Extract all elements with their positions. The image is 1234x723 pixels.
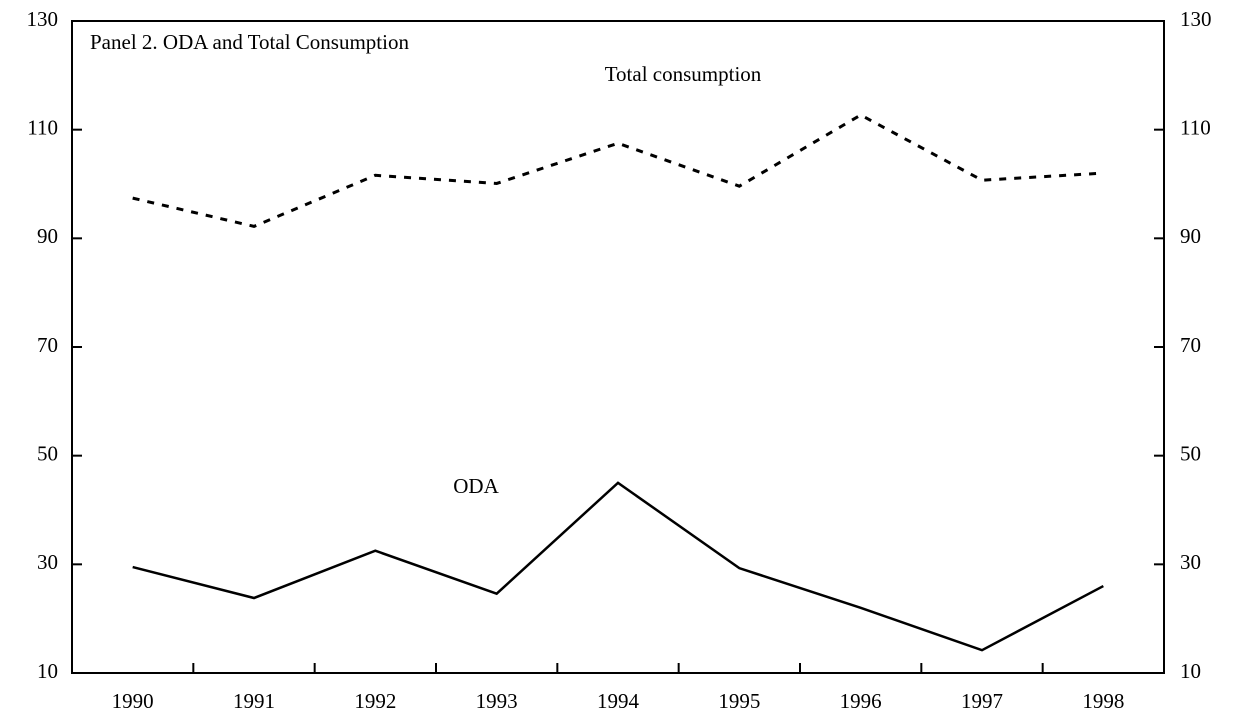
- y2-tick-label: 50: [1180, 441, 1201, 465]
- plot-frame: [71, 20, 1165, 674]
- y-tick-label: 90: [37, 224, 58, 248]
- x-tick-label: 1994: [597, 689, 640, 713]
- y-tick-label: 110: [27, 115, 58, 139]
- x-tick-label: 1998: [1082, 689, 1124, 713]
- y2-tick-label: 110: [1180, 115, 1211, 139]
- y2-tick-label: 10: [1180, 659, 1201, 683]
- x-tick-label: 1997: [961, 689, 1003, 713]
- series-label: Total consumption: [605, 62, 762, 86]
- x-tick-label: 1991: [233, 689, 275, 713]
- series-line: [132, 113, 1104, 228]
- y-tick-label: 70: [37, 333, 58, 357]
- x-tick-label: 1996: [840, 689, 882, 713]
- x-tick-label: 1993: [476, 689, 518, 713]
- x-tick-label: 1995: [718, 689, 760, 713]
- y2-tick-label: 30: [1180, 550, 1201, 574]
- x-tick-label: 1992: [354, 689, 396, 713]
- y2-tick-label: 70: [1180, 333, 1201, 357]
- y2-tick-label: 130: [1180, 7, 1212, 31]
- series-line: [132, 481, 1104, 652]
- series-label: ODA: [453, 474, 499, 498]
- y2-tick-label: 90: [1180, 224, 1201, 248]
- y-tick-label: 30: [37, 550, 58, 574]
- y-tick-label: 50: [37, 441, 58, 465]
- x-tick-label: 1990: [112, 689, 154, 713]
- chart-title: Panel 2. ODA and Total Consumption: [90, 30, 409, 54]
- y-tick-label: 130: [27, 7, 59, 31]
- y-tick-label: 10: [37, 659, 58, 683]
